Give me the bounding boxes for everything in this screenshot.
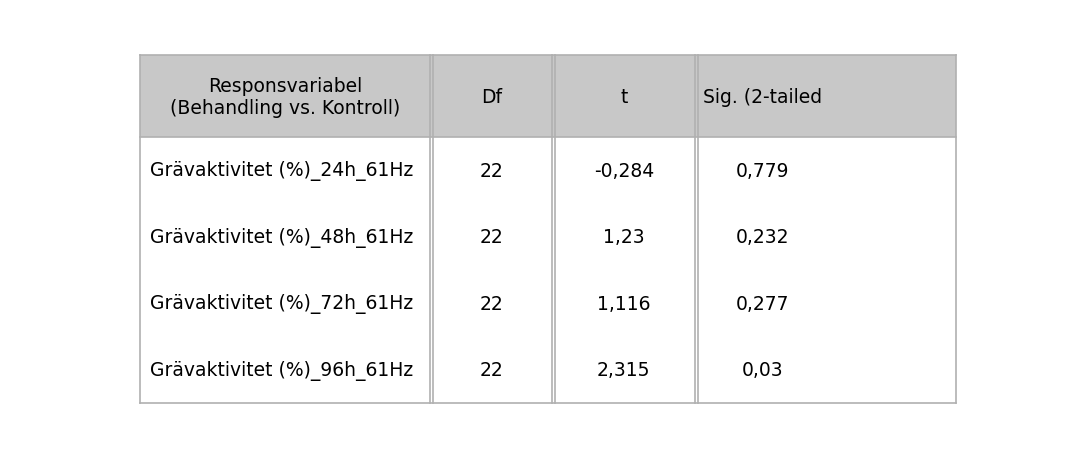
Text: Df: Df xyxy=(480,88,502,106)
Bar xyxy=(140,56,957,138)
Text: 1,116: 1,116 xyxy=(597,294,651,313)
Text: Grävaktivitet (%)_96h_61Hz: Grävaktivitet (%)_96h_61Hz xyxy=(150,360,413,380)
Text: 1,23: 1,23 xyxy=(603,228,644,247)
Text: 22: 22 xyxy=(479,228,503,247)
Text: 0,779: 0,779 xyxy=(736,162,790,181)
Text: Sig. (2-tailed: Sig. (2-tailed xyxy=(703,88,822,106)
Text: 0,232: 0,232 xyxy=(736,228,790,247)
Text: Responsvariabel
(Behandling vs. Kontroll): Responsvariabel (Behandling vs. Kontroll… xyxy=(170,76,400,117)
Text: Grävaktivitet (%)_24h_61Hz: Grävaktivitet (%)_24h_61Hz xyxy=(150,161,413,181)
Text: t: t xyxy=(621,88,627,106)
Text: 22: 22 xyxy=(479,294,503,313)
Text: 22: 22 xyxy=(479,360,503,379)
Text: 22: 22 xyxy=(479,162,503,181)
Text: Grävaktivitet (%)_72h_61Hz: Grävaktivitet (%)_72h_61Hz xyxy=(150,294,413,313)
Text: 0,277: 0,277 xyxy=(736,294,790,313)
Bar xyxy=(140,138,957,403)
Text: Grävaktivitet (%)_48h_61Hz: Grävaktivitet (%)_48h_61Hz xyxy=(150,228,413,248)
Text: 2,315: 2,315 xyxy=(597,360,651,379)
Text: 0,03: 0,03 xyxy=(742,360,783,379)
Text: -0,284: -0,284 xyxy=(594,162,654,181)
